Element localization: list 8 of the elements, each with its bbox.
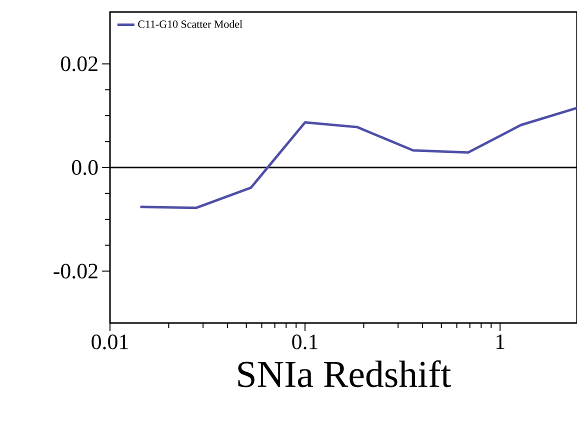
- x-tick-label: 0.1: [292, 334, 318, 350]
- y-tick-label: 0.02: [61, 56, 98, 72]
- x-tick-label: 0.01: [92, 334, 128, 350]
- legend-label: C11-G10 Scatter Model: [138, 20, 242, 28]
- x-axis-title: SNIa Redshift: [238, 360, 452, 388]
- x-tick-label: 1: [496, 334, 504, 349]
- y-tick-label: -0.02: [54, 264, 98, 279]
- y-tick-label: 0.0: [72, 160, 98, 175]
